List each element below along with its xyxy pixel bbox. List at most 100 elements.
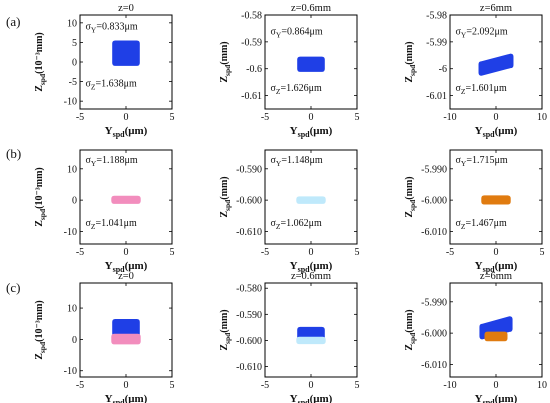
y-tick-label: -10: [64, 227, 77, 238]
x-tick-label: 10: [537, 112, 547, 123]
y-tick-label: -0.61: [241, 91, 262, 102]
x-tick-label: -5: [76, 380, 84, 391]
x-tick-label: -10: [443, 112, 456, 123]
y-tick-label: 0: [72, 58, 77, 69]
y-tick-label: -6.000: [421, 196, 447, 207]
y-tick-label: 5: [72, 38, 77, 49]
x-tick-label: -5: [261, 247, 269, 258]
point-cloud: [481, 195, 511, 205]
x-tick-label: 0: [494, 247, 499, 258]
x-axis-label: Yspd(μm): [475, 260, 518, 274]
x-tick-label: 0: [124, 247, 129, 258]
panel-title: z=6mm: [480, 271, 512, 282]
x-tick-label: 0: [309, 247, 314, 258]
point-cloud: [112, 319, 140, 337]
y-tick-label: 10: [67, 304, 77, 315]
x-axis-label: Yspd(μm): [475, 393, 518, 403]
scatter-panel: -5 0 5 -0.590 -0.600 -0.610 Yspd(μm) Zspd(mm) σY…: [219, 149, 360, 274]
y-tick-label: -0.58: [241, 11, 262, 22]
y-axis-label: Zspd(mm): [219, 309, 232, 350]
x-tick-label: -10: [443, 380, 456, 391]
sigma-annotation: σY=2.092μm: [456, 26, 508, 39]
panel-title: z=0: [118, 3, 134, 14]
x-axis-label: Yspd(μm): [105, 393, 148, 403]
x-tick-label: -5: [76, 247, 84, 258]
sigma-annotation: σY=1.148μm: [271, 155, 323, 168]
scatter-panel: -5 0 5 -5.990 -6.000 -6.010 Yspd(μm) Zspd(mm) σY…: [404, 149, 545, 274]
y-tick-label: -6: [439, 64, 447, 75]
x-tick-label: -5: [76, 112, 84, 123]
x-tick-label: 0: [494, 380, 499, 391]
point-cloud: [296, 336, 326, 345]
y-tick-label: -6.010: [421, 227, 447, 238]
y-tick-label: 0: [72, 335, 77, 346]
x-tick-label: 10: [537, 380, 547, 391]
x-tick-label: -5: [446, 247, 454, 258]
y-tick-label: -0.590: [236, 310, 262, 321]
point-cloud: [478, 53, 514, 76]
row-label-b: (b): [6, 146, 21, 161]
panel-title: z=0: [118, 271, 134, 282]
y-axis-label: Zspd(mm): [219, 176, 232, 217]
x-tick-label: 0: [124, 380, 129, 391]
y-tick-label: -6.010: [421, 360, 447, 371]
x-axis-label: Yspd(μm): [290, 393, 333, 403]
sigma-annotation: σZ=1.467μm: [456, 218, 507, 231]
y-tick-label: -5: [69, 77, 77, 88]
x-axis-label: Yspd(μm): [290, 125, 333, 139]
sigma-annotation: σZ=1.638μm: [86, 78, 137, 91]
sigma-annotation: σY=1.715μm: [456, 155, 508, 168]
point-cloud: [111, 333, 141, 345]
sigma-annotation: σZ=1.062μm: [271, 218, 322, 231]
y-axis-label: Zspd(mm): [404, 41, 417, 82]
y-tick-label: -5.990: [421, 297, 447, 308]
panel-title: z=6mm: [480, 3, 512, 14]
y-tick-label: -5.990: [421, 164, 447, 175]
x-tick-label: 5: [355, 380, 360, 391]
y-axis-label: Zspd(mm): [404, 309, 417, 350]
x-axis-label: Yspd(μm): [475, 125, 518, 139]
y-tick-label: 10: [67, 164, 77, 175]
y-axis-label: Zspd(mm): [404, 176, 417, 217]
row-label-a: (a): [6, 14, 20, 29]
x-tick-label: -5: [261, 112, 269, 123]
row-label-c: (c): [6, 280, 20, 295]
x-tick-label: -5: [261, 380, 269, 391]
y-tick-label: 0: [72, 196, 77, 207]
y-tick-label: -6.000: [421, 329, 447, 340]
scatter-panel: -5 0 5 -0.580 -0.590 -0.600 -0.610 z=0.6mm Yspd(…: [219, 271, 360, 403]
sigma-annotation: σZ=1.041μm: [86, 218, 137, 231]
scatter-panel: -5 0 5 10 0 -10 z=0 Yspd(μm) Zspd(10⁻³mm): [34, 271, 175, 403]
y-axis-label: Zspd(10⁻³mm): [34, 32, 47, 92]
y-tick-label: -5.98: [426, 11, 447, 22]
x-tick-label: 5: [170, 380, 175, 391]
panel-title: z=0.6mm: [291, 3, 331, 14]
point-cloud: [112, 40, 140, 66]
x-tick-label: 0: [494, 112, 499, 123]
x-tick-label: 5: [355, 247, 360, 258]
x-tick-label: 5: [355, 112, 360, 123]
y-axis-label: Zspd(10⁻³mm): [34, 167, 47, 227]
y-tick-label: -5.99: [426, 37, 447, 48]
point-cloud: [296, 196, 326, 204]
sigma-annotation: σY=1.188μm: [86, 155, 138, 168]
panels: -5 0 51050-5-10z=0Yspd(μm)Zspd(10⁻³mm)σY=0…: [34, 3, 547, 403]
x-tick-label: 5: [170, 112, 175, 123]
y-tick-label: 10: [67, 18, 77, 29]
sigma-annotation: σY=0.833μm: [86, 21, 138, 34]
point-cloud: [111, 195, 141, 204]
y-axis-label: Zspd(mm): [219, 41, 232, 82]
x-tick-label: 0: [124, 112, 129, 123]
y-tick-label: -6.01: [426, 91, 447, 102]
y-tick-label: -0.59: [241, 37, 262, 48]
x-tick-label: 5: [540, 247, 545, 258]
x-axis-label: Yspd(μm): [105, 260, 148, 274]
panel-title: z=0.6mm: [291, 271, 331, 282]
y-axis-label: Zspd(10⁻³mm): [34, 300, 47, 360]
point-cloud: [484, 331, 508, 342]
y-tick-label: -0.610: [236, 362, 262, 373]
sigma-annotation: σZ=1.626μm: [271, 83, 322, 96]
x-tick-label: 0: [309, 112, 314, 123]
scatter-panel: -5 0 5 -0.58 -0.59 -0.6 -0.61 z=0.6mm Yspd(μm) Zs…: [219, 3, 360, 139]
